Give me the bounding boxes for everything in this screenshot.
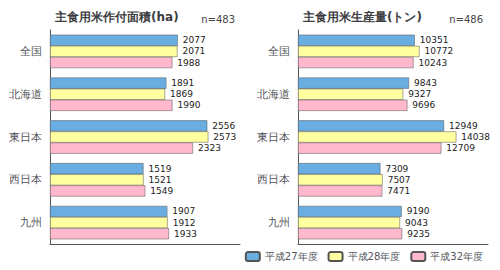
svg-text:1869: 1869 — [170, 89, 193, 99]
svg-text:2323: 2323 — [198, 143, 221, 153]
svg-text:1907: 1907 — [172, 206, 195, 216]
svg-text:n=486: n=486 — [449, 14, 483, 25]
svg-text:9327: 9327 — [408, 89, 431, 99]
svg-text:主食用米生産量(トン): 主食用米生産量(トン) — [302, 10, 422, 24]
svg-text:9235: 9235 — [407, 229, 430, 239]
svg-text:12709: 12709 — [446, 143, 475, 153]
svg-text:7471: 7471 — [387, 186, 410, 196]
svg-text:1519: 1519 — [148, 164, 171, 174]
svg-text:9696: 9696 — [412, 100, 435, 110]
svg-text:主食用米作付面積(ha): 主食用米作付面積(ha) — [54, 10, 179, 24]
svg-text:2077: 2077 — [183, 35, 206, 45]
svg-text:9043: 9043 — [405, 218, 428, 228]
svg-text:北海道: 北海道 — [257, 88, 290, 101]
svg-text:1891: 1891 — [171, 78, 194, 88]
svg-text:10243: 10243 — [419, 58, 448, 68]
svg-text:1990: 1990 — [177, 100, 200, 110]
svg-text:東日本: 東日本 — [9, 131, 42, 144]
svg-text:10772: 10772 — [424, 46, 453, 56]
svg-text:1933: 1933 — [174, 229, 197, 239]
svg-text:2071: 2071 — [182, 46, 205, 56]
svg-text:平成28年度: 平成28年度 — [348, 251, 401, 262]
svg-text:全国: 全国 — [20, 45, 42, 58]
svg-text:9843: 9843 — [414, 78, 437, 88]
svg-text:平成32年度: 平成32年度 — [430, 251, 483, 262]
svg-text:東日本: 東日本 — [257, 131, 290, 144]
svg-text:全国: 全国 — [268, 45, 290, 58]
svg-text:14038: 14038 — [461, 132, 490, 142]
svg-text:10351: 10351 — [420, 35, 449, 45]
svg-text:7309: 7309 — [385, 164, 408, 174]
svg-text:1912: 1912 — [173, 218, 196, 228]
svg-text:n=483: n=483 — [201, 14, 235, 25]
svg-text:平成27年度: 平成27年度 — [265, 251, 318, 262]
svg-text:2573: 2573 — [213, 132, 236, 142]
svg-text:1988: 1988 — [177, 58, 200, 68]
svg-text:1521: 1521 — [149, 175, 172, 185]
svg-text:九州: 九州 — [268, 216, 290, 229]
svg-text:1549: 1549 — [150, 186, 173, 196]
svg-text:西日本: 西日本 — [257, 173, 290, 186]
svg-text:7507: 7507 — [388, 175, 411, 185]
svg-text:北海道: 北海道 — [9, 88, 42, 101]
svg-text:西日本: 西日本 — [9, 173, 42, 186]
svg-text:9190: 9190 — [407, 206, 430, 216]
svg-text:2556: 2556 — [212, 121, 235, 131]
svg-text:12949: 12949 — [449, 121, 478, 131]
svg-text:九州: 九州 — [20, 216, 42, 229]
